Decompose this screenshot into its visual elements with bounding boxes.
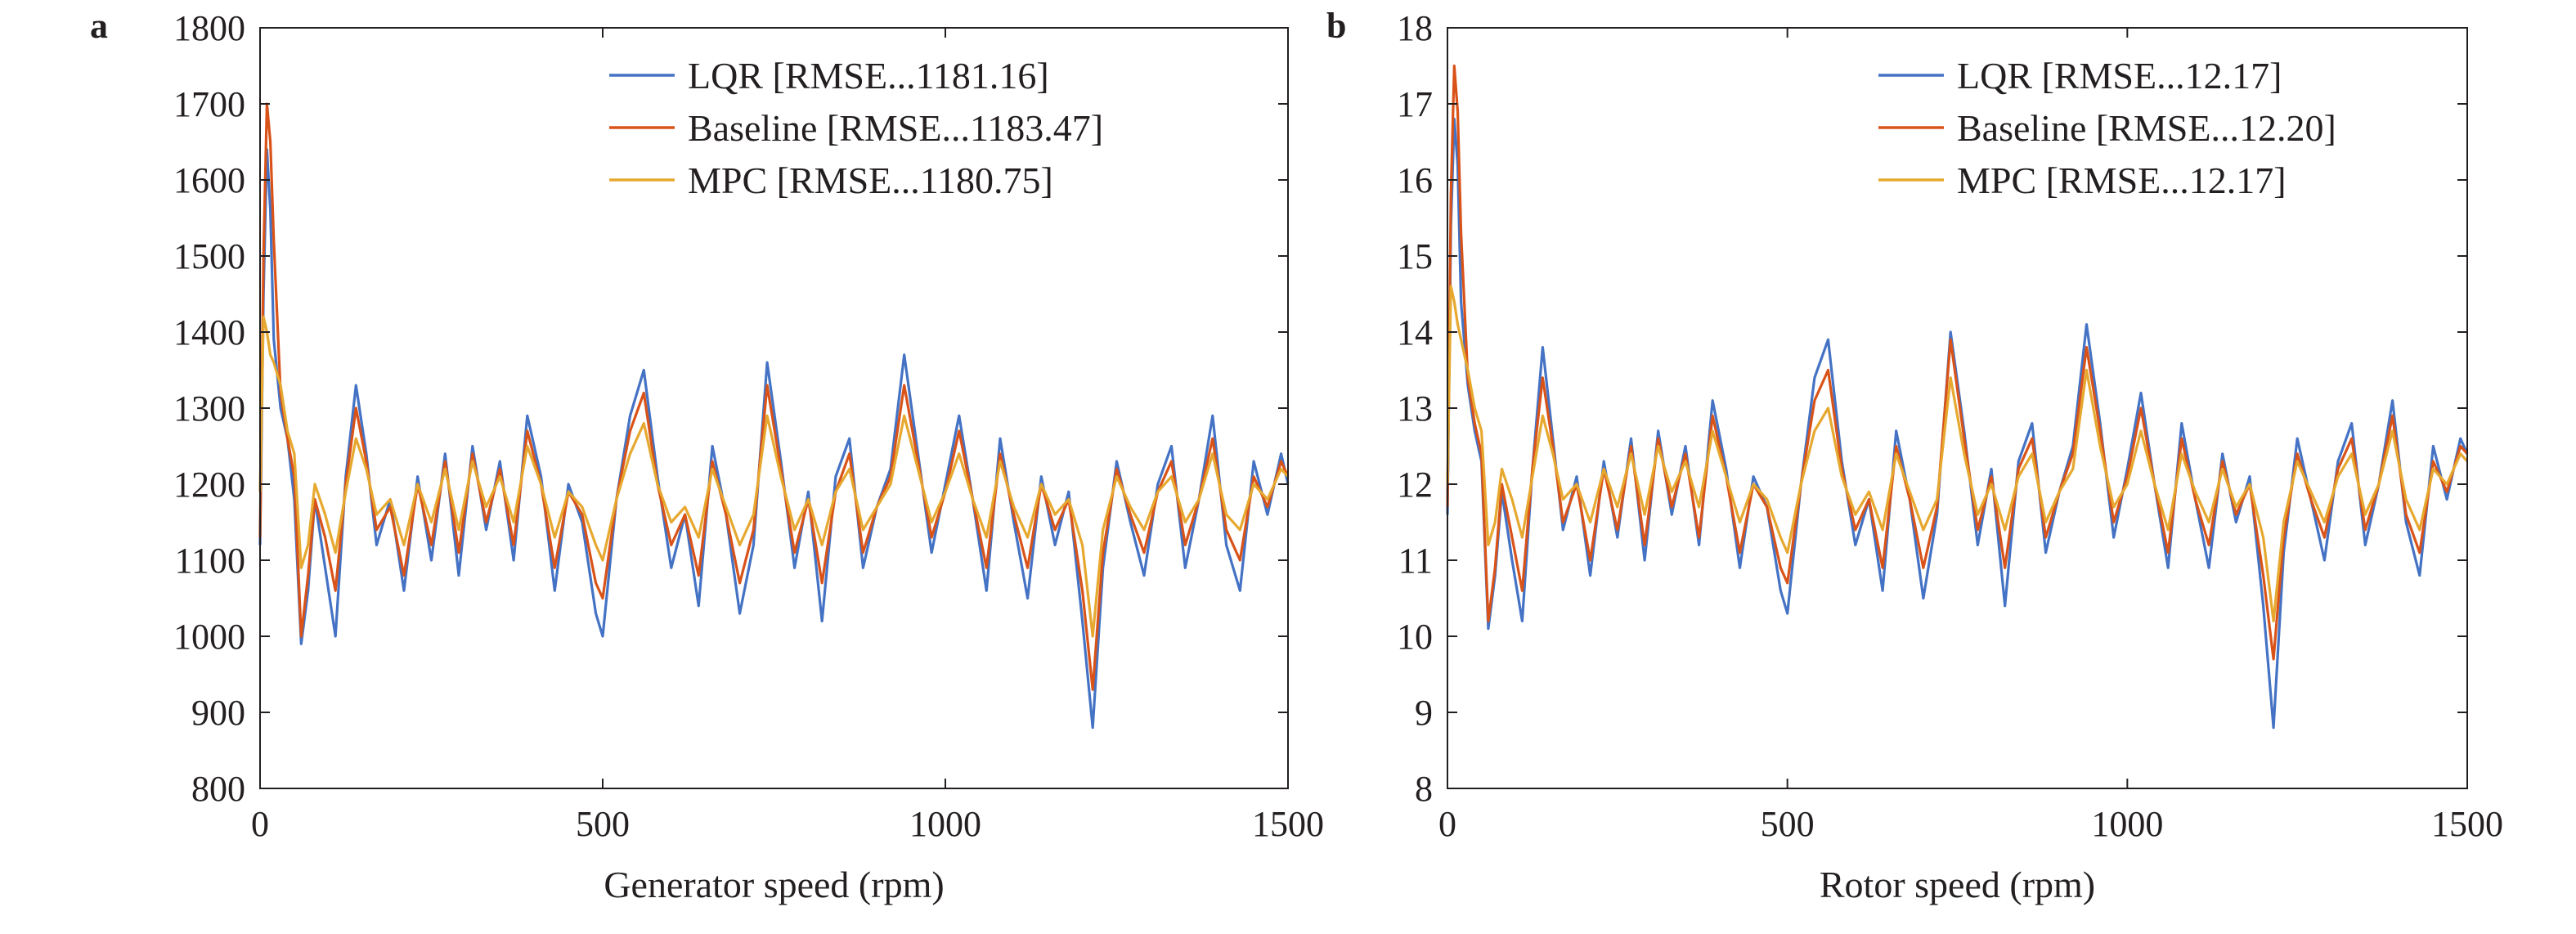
panel-b-axes: 8 9 10 11 12 13 14 15 16 17 18 0 500 1000 1500 [1397, 8, 2503, 844]
y-tick-label: 10 [1397, 617, 1433, 657]
panel-a-axes: 800 900 1000 1100 1200 1300 1400 1500 1600 1700 18… [173, 8, 1324, 844]
y-tick-label: 900 [191, 693, 245, 733]
y-tick-label: 13 [1397, 388, 1433, 429]
y-tick-label: 1000 [173, 617, 245, 657]
legend-entry-label: LQR [RMSE...1181.16] [688, 55, 1049, 97]
x-tick-label: 1000 [2091, 804, 2163, 844]
legend-entry-label: Baseline [RMSE...12.20] [1957, 107, 2336, 149]
series-line-mpc [258, 315, 1290, 638]
y-tick-label: 1400 [173, 312, 245, 352]
x-tick-label: 1500 [2431, 804, 2503, 844]
y-tick-label: 17 [1397, 84, 1433, 124]
legend-entry-label: LQR [RMSE...12.17] [1957, 55, 2282, 97]
y-tick-label: 12 [1397, 465, 1433, 505]
legend-entry-label: MPC [RMSE...1180.75] [688, 159, 1053, 201]
legend-entry-label: MPC [RMSE...12.17] [1957, 159, 2287, 201]
panel-b-legend: LQR [RMSE...12.17] Baseline [RMSE...12.20… [1878, 55, 2336, 201]
y-tick-label: 1200 [173, 465, 245, 505]
panel-a-generator-speed: a 800 900 1000 1100 1200 1300 1400 1500 1600 1700… [90, 6, 1324, 905]
x-tick-label: 1000 [909, 804, 981, 844]
panel-a-series [258, 102, 1290, 730]
legend-entry-label: Baseline [RMSE...1183.47] [688, 107, 1103, 149]
y-tick-label: 1700 [173, 84, 245, 124]
series-line-baseline [258, 102, 1290, 691]
x-tick-label: 0 [1438, 804, 1456, 844]
x-tick-label: 0 [251, 804, 269, 844]
panel-b-letter: b [1326, 6, 1346, 46]
y-tick-label: 14 [1397, 312, 1433, 352]
panel-b-rotor-speed: b 8 9 10 11 12 13 14 15 16 17 18 0 500 1000 1500 Rotor… [1326, 6, 2503, 905]
y-tick-label: 1100 [175, 541, 245, 581]
y-tick-label: 800 [191, 769, 245, 809]
y-tick-label: 1600 [173, 160, 245, 200]
panel-a-x-axis-label: Generator speed (rpm) [604, 864, 944, 905]
panel-a-legend: LQR [RMSE...1181.16] Baseline [RMSE...118… [609, 55, 1103, 201]
x-tick-label: 500 [576, 804, 630, 844]
y-tick-label: 1500 [173, 236, 245, 276]
y-tick-label: 9 [1415, 693, 1433, 733]
y-tick-label: 1300 [173, 388, 245, 429]
y-tick-label: 1800 [173, 8, 245, 48]
series-line-baseline [1446, 64, 2469, 661]
panel-b-x-axis-label: Rotor speed (rpm) [1820, 864, 2095, 905]
panel-a-letter: a [90, 6, 108, 46]
x-tick-label: 1500 [1252, 804, 1324, 844]
y-tick-label: 18 [1397, 8, 1433, 48]
y-tick-label: 15 [1397, 236, 1433, 276]
series-line-mpc [1446, 285, 2469, 622]
y-tick-label: 11 [1398, 541, 1433, 581]
y-tick-label: 16 [1397, 160, 1433, 200]
x-tick-label: 500 [1761, 804, 1815, 844]
y-tick-label: 8 [1415, 769, 1433, 809]
panel-b-series [1446, 64, 2469, 730]
